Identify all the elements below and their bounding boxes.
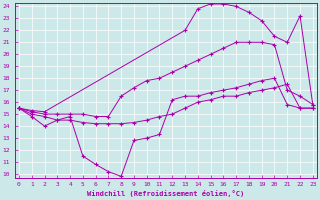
X-axis label: Windchill (Refroidissement éolien,°C): Windchill (Refroidissement éolien,°C): [87, 190, 244, 197]
